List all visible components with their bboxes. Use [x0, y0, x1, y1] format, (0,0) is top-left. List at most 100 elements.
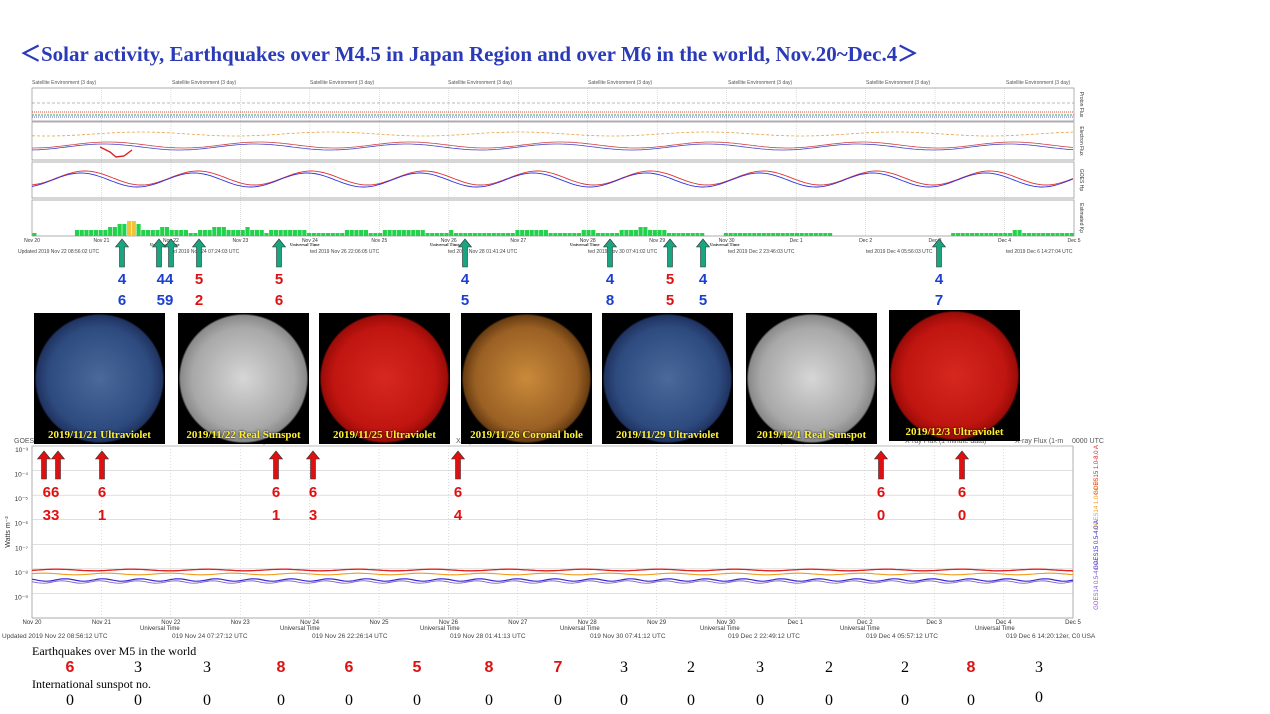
japan-quake-day: 5: [699, 292, 707, 309]
kp-bar: [515, 230, 520, 236]
kp-bar: [160, 227, 165, 236]
xray-legend-entry: GOES14 1.0-8.0 A: [1094, 480, 1100, 530]
kp-bar: [188, 233, 193, 236]
solar-image-caption: 2019/12/1 Real Sunspot: [756, 429, 867, 441]
kp-bar: [406, 230, 411, 236]
earthquake-count-cell: 6: [65, 659, 75, 676]
world-quake-count: 6: [454, 484, 462, 501]
kp-bar: [605, 233, 610, 236]
kp-bar: [103, 230, 108, 236]
goes-updated-stamp: ted 2019 Nov 26 22:06:05 UTC: [310, 249, 380, 255]
earthquake-count-cell: 2: [825, 659, 833, 676]
kp-bar: [804, 233, 809, 236]
kp-bar: [397, 230, 402, 236]
goes-date-tick: Nov 28: [580, 238, 596, 244]
universal-time-label: Universal Time: [570, 242, 599, 247]
goes-date-tick: Nov 29: [649, 238, 665, 244]
solar-image-visible: 2019/11/22 Real Sunspot: [178, 313, 309, 444]
earthquake-count-cell: 3: [203, 659, 211, 676]
sunspot-count-cell: 0: [825, 692, 833, 709]
kp-bar: [643, 227, 648, 236]
japan-quake-arrow: [695, 238, 711, 268]
panel-header: Satellite Environment (3 day): [172, 80, 237, 86]
sunspot-count-cell: 0: [1035, 689, 1043, 706]
goes-environment-panel: Satellite Environment (3 day) Satellite E…: [18, 80, 1084, 255]
kp-bar: [624, 230, 629, 236]
kp-bar: [430, 233, 435, 236]
solar-image-caption: 2019/11/29 Ultraviolet: [616, 429, 719, 441]
kp-bar: [136, 224, 141, 236]
kp-bar: [273, 230, 278, 236]
panel-header: Satellite Environment (3 day): [866, 80, 931, 86]
xray-legend-entry: GOES15 1.0-8.0 A: [1094, 445, 1100, 495]
xray-date-tick: Nov 26: [439, 620, 459, 626]
goes-subpanel-frame: [31, 199, 1075, 237]
goes-updated-stamp: ted 2019 Dec 6 14:27:04 UTC: [1006, 249, 1073, 255]
kp-bar: [117, 224, 122, 236]
xray-y-tick: 10⁻⁵: [15, 496, 29, 503]
kp-bar: [486, 233, 492, 236]
kp-bar: [989, 233, 994, 236]
world-quake-count: 66: [43, 484, 60, 501]
kp-bar: [387, 230, 392, 236]
sunspot-count-cell: 0: [345, 692, 353, 709]
universal-time-label: Universal Time: [840, 626, 880, 632]
kp-bar: [477, 233, 482, 236]
kp-bar: [141, 230, 146, 236]
kp-bar: [766, 233, 771, 236]
kp-bar: [700, 233, 705, 236]
universal-time-label: Universal Time: [290, 242, 319, 247]
goes-subpanel-frame: [31, 161, 1075, 199]
world-quakes-group: 66 33 6 1 6 1 6 3 6 4 6 0 6 0: [36, 450, 970, 524]
solar-image-caption: 2019/11/21 Ultraviolet: [48, 429, 151, 441]
solar-image-uv: 2019/11/29 Ultraviolet: [602, 313, 733, 444]
kp-bar: [98, 230, 103, 236]
kp-bar: [297, 230, 302, 236]
xray-y-tick: 10⁻³: [15, 447, 29, 454]
kp-bar: [425, 233, 430, 236]
electron-flux-line: [32, 131, 1074, 137]
kp-bar: [79, 230, 84, 236]
xray-y-tick: 10⁻⁹: [15, 594, 29, 601]
kp-bar: [629, 230, 634, 236]
xray-trace-goes14-long: [31, 572, 1074, 576]
kp-bar: [662, 230, 667, 236]
kp-bar: [813, 233, 818, 236]
xray-date-tick: Nov 20: [22, 620, 42, 626]
world-quake-day: 0: [958, 507, 966, 524]
kp-bar: [127, 221, 132, 236]
world-quake-count: 6: [309, 484, 317, 501]
kp-bar: [193, 233, 198, 236]
xray-updated-stamp: 019 Dec 4 05:57:12 UTC: [866, 633, 938, 640]
kp-bar: [344, 230, 350, 236]
kp-bar: [221, 227, 226, 236]
kp-bar: [482, 233, 487, 236]
kp-bar: [1022, 233, 1027, 236]
world-quake-count: 6: [877, 484, 885, 501]
xray-updated-stamp: Updated 2019 Nov 22 08:56:12 UTC: [2, 633, 108, 640]
sunspot-count-cell: 0: [620, 692, 628, 709]
panel-header: Satellite Environment (3 day): [310, 80, 375, 86]
world-quake-day: 33: [43, 507, 60, 524]
world-quake-arrow: [450, 450, 466, 480]
xray-updated-stamp: 019 Nov 30 07:41:12 UTC: [590, 633, 666, 640]
kp-bar: [685, 233, 691, 236]
kp-bar: [359, 230, 364, 236]
kp-bar: [984, 233, 989, 236]
xray-date-tick: Nov 27: [508, 620, 528, 626]
panel-header: Satellite Environment (3 day): [32, 80, 97, 86]
world-quake-day: 0: [877, 507, 885, 524]
kp-bar: [671, 233, 676, 236]
world-quake-count: 6: [958, 484, 966, 501]
earthquake-count-cell: 2: [901, 659, 909, 676]
panel-header: Satellite Environment (3 day): [448, 80, 513, 86]
kp-bar: [245, 227, 250, 236]
xray-date-tick: Nov 29: [647, 620, 667, 626]
page-title: ＜Solar activity, Earthquakes over M4.5 i…: [20, 42, 919, 66]
kp-bar: [993, 233, 998, 236]
kp-bar: [202, 230, 207, 236]
kp-bar: [330, 233, 335, 236]
kp-bar: [960, 233, 965, 236]
kp-bar: [652, 230, 657, 236]
kp-bar: [449, 230, 454, 236]
